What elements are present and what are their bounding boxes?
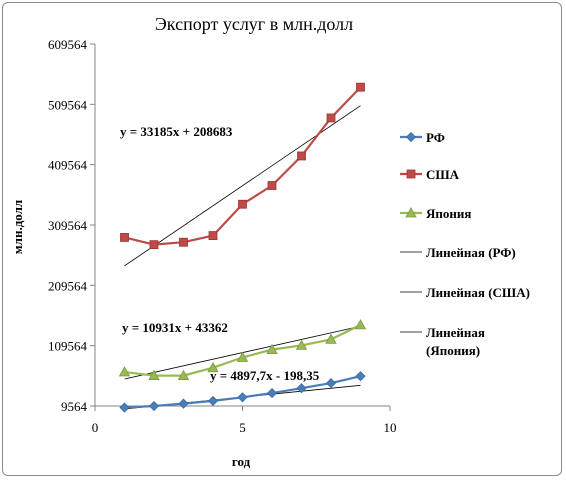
data-point: [326, 113, 336, 123]
data-point: [119, 402, 130, 413]
legend-marker: [405, 131, 417, 143]
data-point: [207, 361, 219, 373]
chart-title: Экспорт услуг в млн.долл: [155, 14, 353, 34]
data-point: [236, 351, 249, 362]
legend-entry: Япония: [426, 206, 471, 221]
data-point: [237, 392, 248, 403]
data-point: [179, 237, 188, 247]
data-point: [177, 369, 190, 380]
trendline-equation: y = 33185x + 208683: [120, 124, 233, 139]
data-point: [148, 400, 160, 412]
y-tick-label: 409564: [48, 158, 88, 173]
y-tick-label: 109564: [48, 339, 88, 354]
y-tick-label: 609564: [48, 37, 88, 52]
data-point: [354, 319, 367, 330]
trendline-equation: y = 4897,7x - 198,35: [210, 368, 320, 383]
data-point: [266, 388, 278, 399]
data-point: [118, 366, 131, 377]
data-point: [325, 333, 337, 344]
y-axis-label: млн.долл: [10, 200, 25, 254]
y-tick-label: 309564: [48, 218, 88, 233]
data-point: [178, 398, 189, 409]
data-point: [266, 343, 278, 355]
series-2: [118, 319, 367, 380]
data-point: [356, 82, 365, 92]
data-point: [297, 151, 306, 161]
trendline-equation: y = 10931x + 43362: [122, 320, 228, 335]
data-point: [238, 199, 247, 209]
x-tick-label: 5: [239, 420, 246, 435]
data-point: [208, 231, 218, 240]
legend-entry: Линейная (Япония): [426, 325, 485, 358]
data-point: [325, 378, 337, 389]
data-point: [355, 371, 366, 382]
x-axis-label: год: [232, 454, 251, 469]
series-0: [119, 371, 366, 413]
y-tick-label: 509564: [48, 97, 88, 112]
data-point: [267, 181, 277, 190]
legend-marker: [405, 207, 417, 218]
data-point: [148, 369, 160, 380]
data-point: [207, 395, 219, 406]
legend-entry: РФ: [426, 130, 445, 145]
legend-marker: [406, 169, 416, 179]
x-tick-label: 10: [384, 420, 397, 435]
x-tick-label: 0: [92, 420, 99, 435]
y-tick-label: 9564: [61, 399, 88, 414]
y-tick-label: 209564: [48, 278, 88, 293]
data-point: [149, 240, 159, 250]
legend-entry: Линейная (США): [426, 285, 530, 300]
data-point: [120, 233, 129, 242]
series-line: [124, 86, 362, 246]
data-point: [296, 383, 307, 394]
legend-entry: Линейная (РФ): [426, 245, 516, 260]
legend-entry: США: [426, 167, 460, 182]
data-point: [295, 339, 308, 350]
series-1: [120, 82, 365, 250]
